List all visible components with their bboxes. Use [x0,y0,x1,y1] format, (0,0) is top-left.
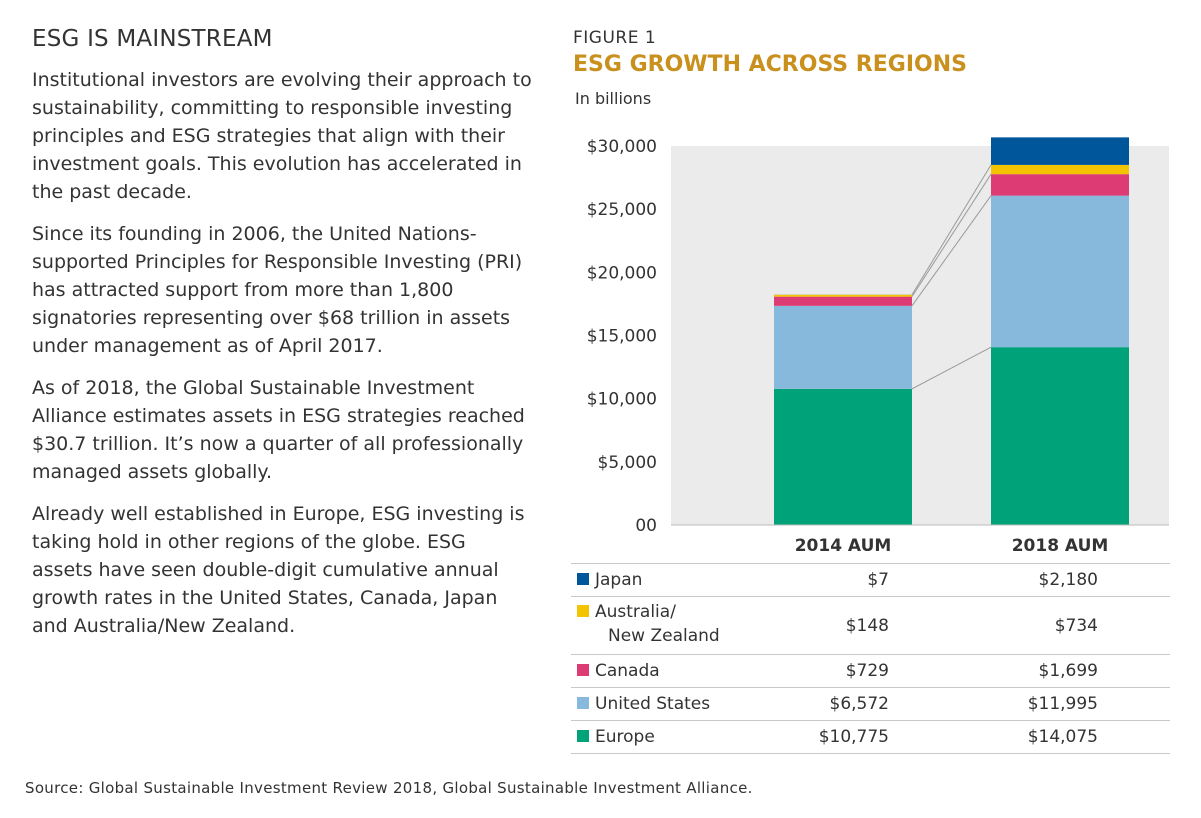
connector-line [911,195,992,307]
legend-row: Japan $7 $2,180 [571,563,1170,597]
connector-line [911,173,992,297]
y-tick-label: $25,000 [587,200,657,220]
legend-label: Europe [595,727,655,747]
y-tick-label: $15,000 [587,327,657,347]
value-2014: $6,572 [777,687,889,721]
bar-segment-canada-0 [774,296,912,306]
units-label: In billions [575,89,652,108]
legend-row: Europe $10,775 $14,075 [571,720,1170,754]
legend-label: United States [595,694,711,714]
legend-label: Canada [595,661,660,681]
connector-line [911,346,992,390]
legend-label-cell: United States [571,687,777,721]
legend-swatch [577,697,589,709]
paragraph-1: Institutional investors are evolving the… [32,69,532,203]
source-note: Source: Global Sustainable Investment Re… [25,779,753,797]
bar-segment-australia-new-zealand-0 [774,294,912,297]
y-tick-label: $5,000 [598,453,657,473]
bar-segment-europe-1 [991,347,1129,525]
figure-label: FIGURE 1 [573,28,657,48]
legend-label: Japan [595,570,643,590]
legend-label-cell: Canada [571,654,777,688]
value-2018: $14,075 [889,720,1170,754]
y-tick-label: 00 [635,516,657,536]
legend-table: Japan $7 $2,180 Australia/New Zealand $148 $7… [571,563,1170,754]
connector-line [911,164,992,296]
value-2014: $10,775 [777,720,889,754]
legend-swatch [577,604,589,617]
bar-segment-united-states-0 [774,305,912,389]
legend-label-cell: Europe [571,720,777,754]
value-2014: $148 [777,596,889,655]
bar-segment-europe-0 [774,388,912,525]
legend-label-cell: Japan [571,563,777,597]
bar-segment-united-states-1 [991,195,1129,348]
value-2018: $2,180 [889,563,1170,597]
legend-swatch [577,573,589,585]
legend-label: Australia/ [595,601,676,622]
value-2018: $11,995 [889,687,1170,721]
y-tick-label: $10,000 [587,390,657,410]
value-2018: $734 [889,596,1170,655]
paragraph-4: Already well established in Europe, ESG … [32,503,525,637]
bar-segment-japan-1 [991,137,1129,165]
figure-title: ESG GROWTH ACROSS REGIONS [573,52,967,77]
paragraph-3: As of 2018, the Global Sustainable Inves… [32,377,525,483]
section-heading: ESG IS MAINSTREAM [32,26,273,52]
stacked-bar-chart: 00 $5,000 $10,000 $15,000 $20,000 $25,000 $30,… [587,137,1169,556]
paragraph-2: Since its founding in 2006, the United N… [32,223,523,357]
legend-label-cell: Australia/New Zealand [571,596,777,655]
legend-row: Australia/New Zealand $148 $734 [571,596,1170,655]
bar-segment-canada-1 [991,174,1129,196]
legend-row: United States $6,572 $11,995 [571,687,1170,721]
value-2014: $729 [777,654,889,688]
value-2014: $7 [777,563,889,597]
x-category-label: 2014 AUM [795,536,892,556]
bar-segment-australia-new-zealand-1 [991,164,1129,175]
x-category-label: 2018 AUM [1012,536,1109,556]
legend-label-line2: New Zealand [608,625,720,646]
legend-row: Canada $729 $1,699 [571,654,1170,688]
legend-swatch [577,664,589,676]
legend-swatch [577,730,589,742]
y-tick-label: $30,000 [587,137,657,157]
y-tick-label: $20,000 [587,263,657,283]
value-2018: $1,699 [889,654,1170,688]
article-column: ESG IS MAINSTREAM Institutional investor… [32,26,532,654]
